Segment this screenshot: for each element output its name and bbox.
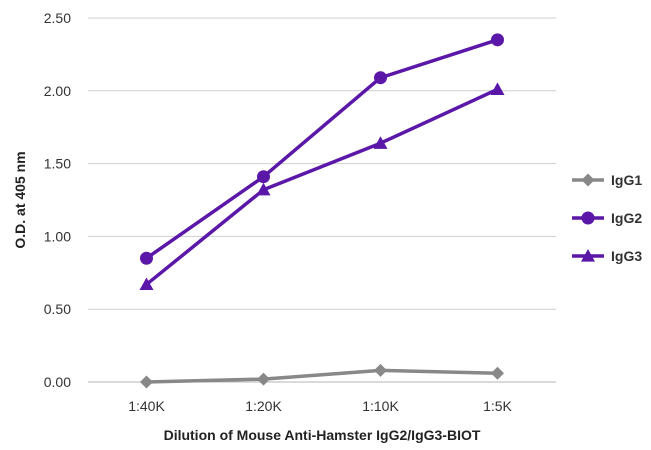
legend-label-igg2: IgG2 (611, 210, 642, 226)
data-point-igg2 (257, 170, 270, 184)
series-line-igg3 (145, 87, 499, 286)
y-tick-label: 2.00 (44, 83, 71, 99)
legend-marker-igg1 (581, 173, 595, 187)
y-tick-label: 0.50 (44, 301, 71, 317)
data-point-igg3 (373, 136, 388, 149)
x-tick-label: 1:10K (362, 398, 399, 414)
legend: IgG1 IgG2 IgG3 (572, 172, 642, 264)
y-tick-label: 2.50 (44, 10, 71, 26)
series-group (139, 33, 505, 389)
y-tick-label: 1.00 (44, 228, 71, 244)
data-point-igg3 (256, 182, 271, 196)
x-axis-title: Dilution of Mouse Anti-Hamster IgG2/IgG3… (164, 427, 481, 443)
data-point-igg1 (257, 372, 270, 386)
data-point-igg3 (490, 82, 505, 95)
data-point-igg1 (374, 363, 387, 377)
data-point-igg1 (491, 366, 504, 380)
series-line-igg1 (146, 368, 498, 384)
y-axis-ticks: 0.00 0.50 1.00 1.50 2.00 2.50 (44, 10, 71, 390)
data-point-igg1 (140, 375, 153, 389)
y-axis-title: O.D. at 405 nm (12, 151, 28, 248)
legend-marker-igg2 (581, 211, 595, 225)
data-point-igg2 (140, 251, 153, 265)
x-axis-ticks: 1:40K 1:20K 1:10K 1:5K (128, 398, 512, 414)
legend-label-igg3: IgG3 (611, 248, 642, 264)
data-point-igg2 (491, 33, 504, 47)
data-point-igg2 (374, 71, 387, 85)
x-tick-label: 1:20K (245, 398, 282, 414)
x-tick-label: 1:5K (483, 398, 512, 414)
data-point-igg3 (139, 277, 154, 291)
series-line-igg2 (145, 38, 499, 260)
legend-marker-igg3 (581, 249, 595, 262)
y-tick-label: 1.50 (44, 156, 71, 172)
gridlines (88, 17, 556, 310)
y-tick-label: 0.00 (44, 374, 71, 390)
legend-label-igg1: IgG1 (611, 172, 642, 188)
x-tick-label: 1:40K (128, 398, 165, 414)
